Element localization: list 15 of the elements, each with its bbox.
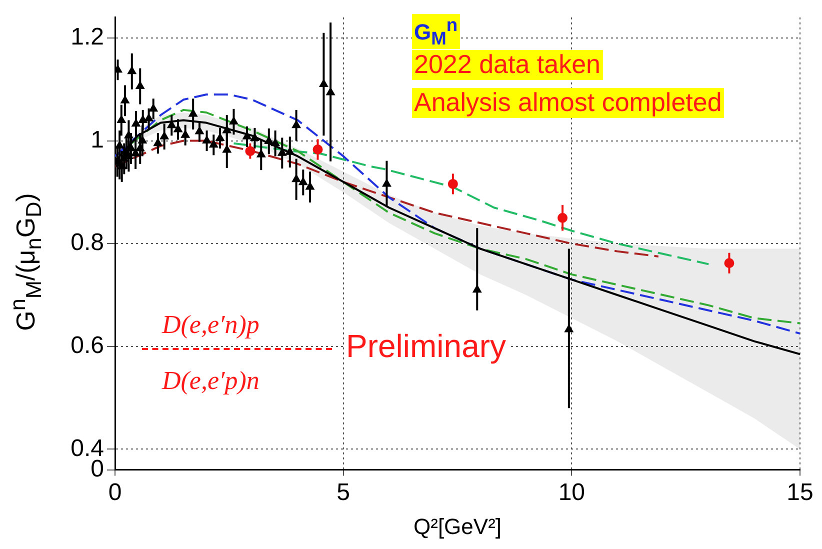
y-tick-label: 0.8 xyxy=(70,229,104,256)
annotation: D(e,e′n)p xyxy=(160,310,260,340)
y-tick-label: 0 xyxy=(90,455,104,482)
x-tick-label: 0 xyxy=(108,478,122,506)
x-axis-title: Q²[GeV²] xyxy=(413,514,502,539)
x-tick-label: 5 xyxy=(336,478,350,506)
y-tick-label: 0.6 xyxy=(70,332,104,360)
x-tick-label: 10 xyxy=(558,478,586,506)
annotation: Preliminary xyxy=(344,328,508,365)
y-tick-label: 1 xyxy=(90,126,104,154)
y-tick-label: 1.2 xyxy=(70,24,104,51)
annotation: 2022 data taken xyxy=(412,49,602,80)
annotation: D(e,e′p)n xyxy=(160,366,260,396)
x-tick-label: 15 xyxy=(786,478,814,506)
annotation: Analysis almost completed xyxy=(412,87,724,118)
